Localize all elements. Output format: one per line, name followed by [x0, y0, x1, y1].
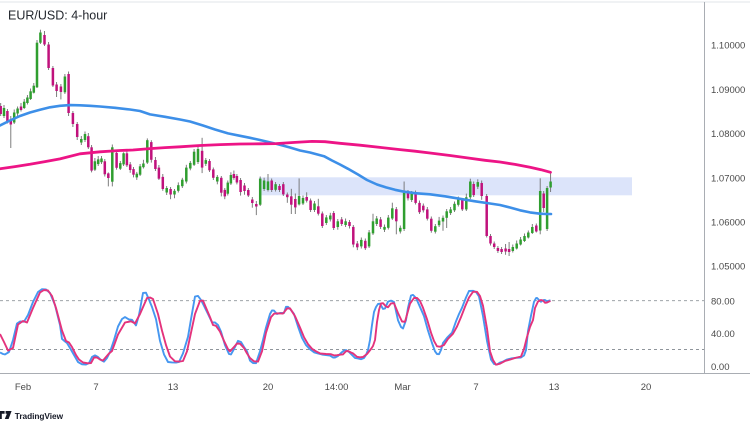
svg-text:13: 13 [168, 382, 179, 393]
svg-text:Feb: Feb [15, 382, 31, 393]
svg-text:20: 20 [263, 382, 274, 393]
svg-text:0.00: 0.00 [711, 362, 730, 373]
svg-text:80.00: 80.00 [711, 296, 735, 307]
svg-text:1.06000: 1.06000 [711, 217, 745, 228]
svg-text:1.07000: 1.07000 [711, 173, 745, 184]
svg-text:EUR/USD: 4-hour: EUR/USD: 4-hour [8, 8, 107, 22]
svg-text:1.05000: 1.05000 [711, 261, 745, 272]
svg-text:1.10000: 1.10000 [711, 40, 745, 51]
svg-text:7: 7 [93, 382, 98, 393]
svg-text:14:00: 14:00 [325, 382, 349, 393]
svg-text:1.09000: 1.09000 [711, 85, 745, 96]
svg-text:TradingView: TradingView [15, 411, 64, 421]
svg-text:13: 13 [549, 382, 560, 393]
svg-text:1.08000: 1.08000 [711, 129, 745, 140]
svg-text:20: 20 [641, 382, 652, 393]
svg-text:Mar: Mar [394, 382, 410, 393]
svg-text:40.00: 40.00 [711, 329, 735, 340]
svg-text:7: 7 [473, 382, 478, 393]
